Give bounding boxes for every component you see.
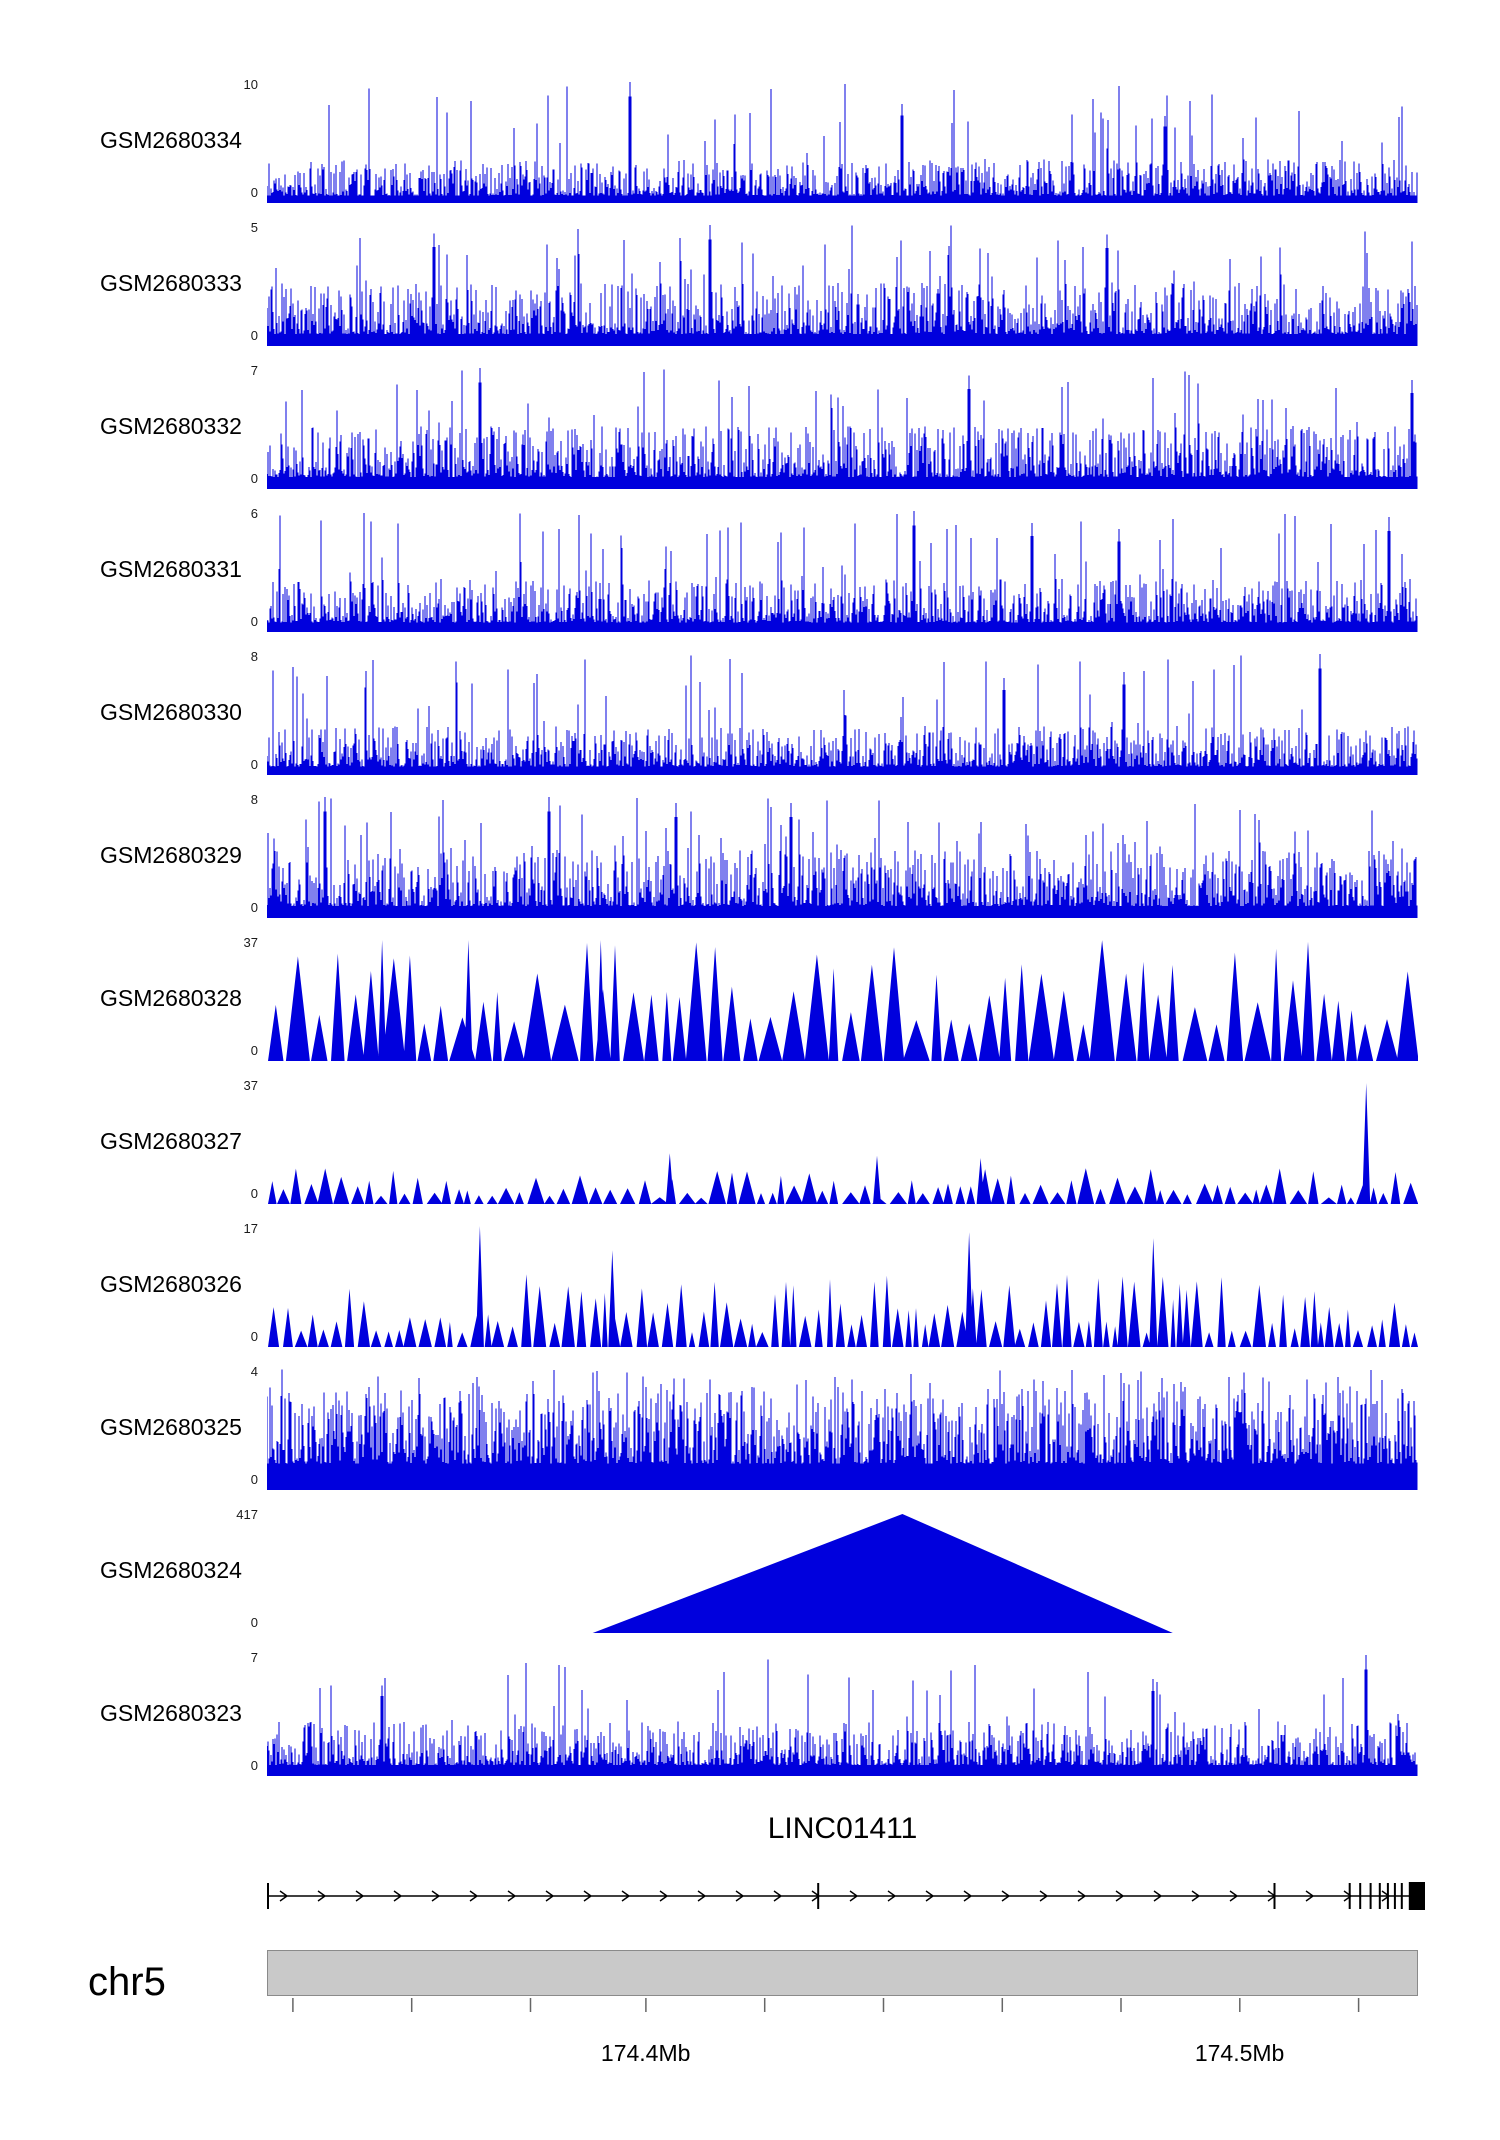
y-max-label: 4 bbox=[250, 1364, 258, 1379]
coverage-signal bbox=[268, 1083, 1418, 1204]
y-max-label: 8 bbox=[250, 649, 258, 664]
gene-intron-line-and-strand-arrows bbox=[267, 1890, 1425, 1902]
gene-name-label: LINC01411 bbox=[767, 1812, 918, 1845]
track-row: GSM2680334 10 0 bbox=[0, 78, 1500, 225]
track-label: GSM2680325 bbox=[100, 1414, 242, 1440]
track-label: GSM2680330 bbox=[100, 699, 242, 725]
track-row: GSM2680323 7 0 bbox=[0, 1651, 1500, 1798]
track-label: GSM2680329 bbox=[100, 842, 242, 868]
track-row: GSM2680333 5 0 bbox=[0, 221, 1500, 368]
track-label: GSM2680332 bbox=[100, 413, 242, 439]
axis-minor-ticks bbox=[292, 1998, 1360, 2012]
y-zero-label: 0 bbox=[250, 185, 258, 200]
axis-tick-label: 174.4Mb bbox=[600, 2040, 691, 2066]
y-zero-label: 0 bbox=[250, 1472, 258, 1487]
track-row: GSM2680325 4 0 bbox=[0, 1365, 1500, 1512]
track-label: GSM2680328 bbox=[100, 985, 242, 1011]
coverage-signal-path bbox=[267, 368, 1418, 489]
gene-exon-ticks bbox=[267, 1883, 1403, 1909]
y-max-label: 17 bbox=[243, 1221, 258, 1236]
y-max-label: 5 bbox=[250, 220, 258, 235]
track-label: GSM2680331 bbox=[100, 556, 242, 582]
coverage-peaks-path bbox=[268, 940, 1418, 1061]
y-zero-label: 0 bbox=[250, 614, 258, 629]
coverage-signal-path bbox=[267, 82, 1418, 203]
track-row: GSM2680329 8 0 bbox=[0, 793, 1500, 940]
coverage-peaks-path bbox=[268, 1226, 1418, 1347]
gene-terminal-exon-box bbox=[1408, 1882, 1425, 1910]
track-row: GSM2680327 37 0 bbox=[0, 1079, 1500, 1226]
gene-model bbox=[267, 1882, 1425, 1910]
y-zero-label: 0 bbox=[250, 1186, 258, 1201]
coverage-signal-path bbox=[267, 1369, 1418, 1490]
coverage-signal-path bbox=[267, 797, 1418, 918]
coverage-signal-path bbox=[267, 654, 1418, 775]
chromosome-label: chr5 bbox=[88, 1960, 166, 2004]
y-zero-label: 0 bbox=[250, 757, 258, 772]
y-zero-label: 0 bbox=[250, 1043, 258, 1058]
coverage-signal bbox=[267, 225, 1418, 346]
track-label: GSM2680334 bbox=[100, 127, 242, 153]
track-row: GSM2680332 7 0 bbox=[0, 364, 1500, 511]
y-zero-label: 0 bbox=[250, 1615, 258, 1630]
y-max-label: 7 bbox=[250, 363, 258, 378]
coverage-peaks-path bbox=[268, 1083, 1418, 1204]
coverage-signal bbox=[267, 797, 1418, 918]
track-label: GSM2680324 bbox=[100, 1557, 242, 1583]
chromosome-ideogram bbox=[267, 1950, 1418, 2012]
y-max-label: 37 bbox=[243, 935, 258, 950]
y-zero-label: 0 bbox=[250, 1758, 258, 1773]
track-label: GSM2680333 bbox=[100, 270, 242, 296]
track-row: GSM2680331 6 0 bbox=[0, 507, 1500, 654]
y-max-label: 7 bbox=[250, 1650, 258, 1665]
y-zero-label: 0 bbox=[250, 471, 258, 486]
coverage-signal bbox=[267, 654, 1418, 775]
coverage-signal-path bbox=[267, 1655, 1418, 1776]
track-row: GSM2680330 8 0 bbox=[0, 650, 1500, 797]
y-max-label: 8 bbox=[250, 792, 258, 807]
coverage-signal bbox=[268, 1226, 1418, 1347]
y-max-label: 417 bbox=[236, 1507, 258, 1522]
y-zero-label: 0 bbox=[250, 1329, 258, 1344]
track-row: GSM2680328 37 0 bbox=[0, 936, 1500, 1083]
axis-tick-label: 174.5Mb bbox=[1194, 2040, 1285, 2066]
y-zero-label: 0 bbox=[250, 328, 258, 343]
coverage-signal bbox=[268, 940, 1418, 1061]
coverage-tracks: GSM2680334 10 0 GSM2680333 5 0 GSM268033… bbox=[0, 78, 1500, 1798]
coverage-signal-path bbox=[267, 511, 1418, 632]
y-max-label: 10 bbox=[243, 77, 258, 92]
coverage-signal bbox=[592, 1514, 1173, 1633]
coverage-signal bbox=[267, 511, 1418, 632]
y-zero-label: 0 bbox=[250, 900, 258, 915]
coverage-signal bbox=[267, 1655, 1418, 1776]
track-label: GSM2680327 bbox=[100, 1128, 242, 1154]
track-label: GSM2680323 bbox=[100, 1700, 242, 1726]
track-label: GSM2680326 bbox=[100, 1271, 242, 1297]
chromosome-bar bbox=[267, 1950, 1418, 1996]
y-max-label: 6 bbox=[250, 506, 258, 521]
track-row: GSM2680324 417 0 bbox=[0, 1508, 1500, 1655]
coverage-signal bbox=[267, 368, 1418, 489]
track-row: GSM2680326 17 0 bbox=[0, 1222, 1500, 1369]
coverage-signal bbox=[267, 1369, 1418, 1490]
coverage-signal bbox=[267, 82, 1418, 203]
coverage-signal-path bbox=[267, 225, 1418, 346]
y-max-label: 37 bbox=[243, 1078, 258, 1093]
coverage-big-peak bbox=[592, 1514, 1173, 1633]
